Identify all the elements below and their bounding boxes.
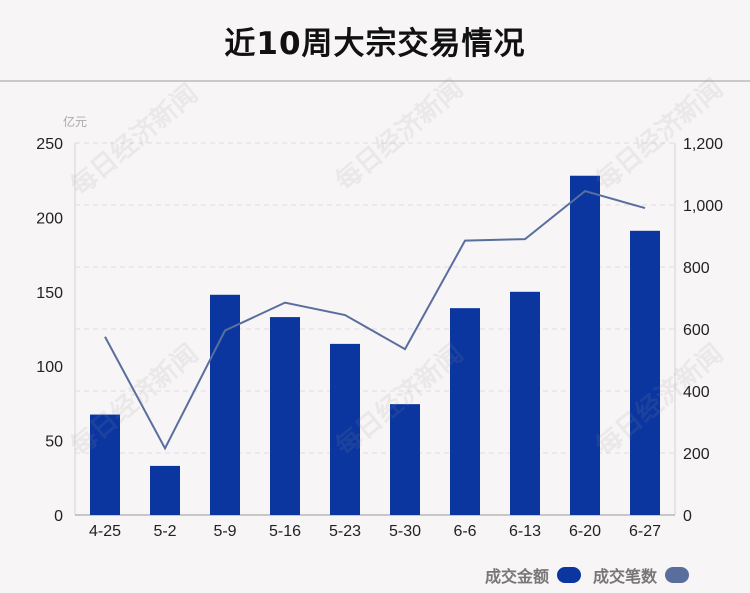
bar (630, 230, 660, 516)
bar (570, 175, 600, 515)
x-tick-label: 5-30 (389, 523, 421, 540)
bar (390, 404, 420, 515)
legend-label-amount: 成交金额 (485, 567, 550, 586)
x-tick-label: 6-6 (453, 523, 476, 540)
y-tick-label-left: 0 (54, 508, 63, 525)
legend: 成交金额 (485, 563, 582, 587)
x-tick-label: 5-16 (269, 523, 301, 540)
y-tick-label-left: 200 (36, 210, 63, 227)
x-tick-label: 4-25 (89, 523, 121, 540)
y-tick-label-right: 600 (683, 322, 710, 339)
bar (270, 317, 300, 515)
x-tick-label: 5-2 (153, 523, 176, 540)
y-tick-label-left: 250 (36, 136, 63, 153)
bar (330, 343, 360, 515)
bar (90, 414, 120, 515)
y-axis-unit-label: 亿元 (63, 114, 87, 129)
chart-title: 近10周大宗交易情况 (224, 26, 526, 62)
y-tick-label-right: 1,200 (683, 136, 723, 153)
bar (150, 465, 180, 515)
x-tick-label: 6-13 (509, 523, 541, 540)
title-divider (0, 80, 750, 82)
x-tick-label: 5-9 (213, 523, 236, 540)
y-tick-label-right: 1,000 (683, 198, 723, 215)
bar (450, 308, 480, 515)
y-tick-label-left: 100 (36, 359, 63, 376)
y-tick-label-right: 200 (683, 446, 710, 463)
legend-label-count: 成交笔数 (593, 567, 658, 586)
y-tick-label-right: 400 (683, 384, 710, 401)
x-tick-label: 6-20 (569, 523, 601, 540)
y-tick-label-right: 0 (683, 508, 692, 525)
legend-swatch-count (665, 567, 690, 583)
x-tick-label: 5-23 (329, 523, 361, 540)
x-tick-label: 6-27 (629, 523, 661, 540)
legend: 成交笔数 (593, 563, 690, 587)
y-tick-label-left: 50 (45, 434, 63, 451)
bar (210, 294, 240, 515)
legend-swatch-amount (557, 567, 582, 583)
line-series-count (104, 189, 646, 451)
bar (510, 291, 540, 515)
y-tick-label-right: 800 (683, 260, 710, 277)
y-tick-label-left: 150 (36, 285, 63, 302)
